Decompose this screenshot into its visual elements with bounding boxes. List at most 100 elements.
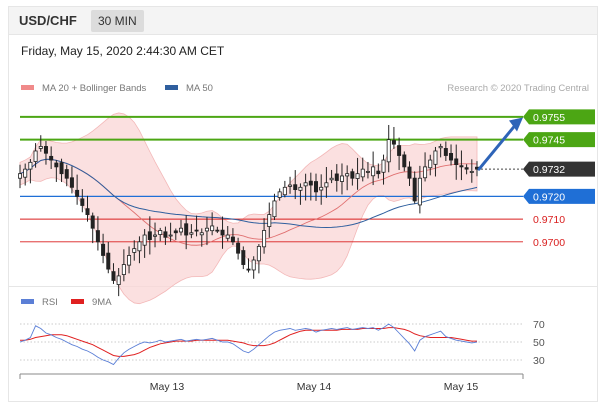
chart-header: USD/CHF 30 MIN — [9, 7, 597, 35]
candle — [85, 195, 90, 222]
candle-body — [80, 198, 85, 206]
candle — [350, 168, 355, 186]
candle — [428, 154, 433, 176]
legend-ma20-label: MA 20 + Bollinger Bands — [42, 83, 147, 94]
panel-divider — [9, 286, 597, 287]
candle — [28, 158, 33, 184]
candle-body — [438, 146, 443, 149]
level-tag-resistance: 0.9755 — [523, 109, 595, 125]
candle — [38, 135, 43, 152]
candle — [423, 152, 428, 182]
candle-body — [469, 171, 474, 173]
candle-body — [163, 231, 168, 238]
candle — [230, 228, 235, 245]
level-tag-label: 0.9720 — [533, 191, 565, 203]
candle — [391, 126, 396, 149]
candle-body — [85, 208, 90, 215]
candle — [365, 161, 370, 179]
chart-canvas: 0.9755 0.9745 0.9732 0.9720 0.9710 0.9700 70 50… — [17, 109, 595, 393]
level-tag-current: 0.9732 — [523, 161, 595, 177]
candle — [101, 233, 106, 264]
candle — [469, 159, 474, 183]
candle — [69, 166, 74, 194]
timeframe-badge[interactable]: 30 MIN — [91, 10, 144, 32]
legend-rsi-label: RSI — [42, 297, 58, 308]
candle-body — [204, 227, 209, 232]
candle-body — [381, 159, 386, 173]
candle — [64, 164, 69, 187]
candle — [459, 150, 464, 181]
legend-rsi: RSI — [21, 297, 58, 308]
candle-body — [303, 182, 308, 187]
candle — [17, 164, 22, 189]
x-tick-label: May 14 — [297, 381, 332, 393]
candle — [314, 173, 319, 201]
candle-body — [288, 184, 293, 187]
candle — [329, 169, 334, 184]
level-tag-bg — [523, 132, 595, 148]
candle-body — [246, 268, 251, 271]
candle — [80, 189, 85, 213]
datetime-label: Friday, May 15, 2020 2:44:30 AM CET — [21, 44, 225, 58]
candle-body — [199, 232, 204, 236]
candle — [158, 227, 163, 242]
ma20-swatch — [21, 84, 34, 90]
candle-body — [277, 191, 282, 198]
ma9-swatch — [71, 298, 84, 304]
candle — [142, 229, 147, 258]
candle — [236, 237, 241, 260]
candle-body — [402, 154, 407, 168]
candle-body — [345, 173, 350, 177]
candle — [121, 249, 126, 282]
legend-ma50: MA 50 — [165, 83, 213, 94]
candle — [54, 160, 59, 182]
rsi-tick-label: 70 — [533, 319, 545, 331]
candle-body — [90, 215, 95, 229]
candle — [173, 228, 178, 240]
rsi-swatch — [21, 298, 34, 304]
candle — [324, 167, 329, 198]
candle-body — [350, 171, 355, 179]
x-axis: May 13 May 14 May 15 — [19, 373, 524, 393]
candle-body — [101, 243, 106, 256]
candle-body — [319, 186, 324, 191]
candle — [449, 144, 454, 166]
candle — [397, 137, 402, 170]
candle — [267, 202, 272, 238]
candle-body — [251, 259, 256, 271]
candle-body — [433, 150, 438, 165]
level-tag-label: 0.9755 — [533, 112, 565, 124]
candle-body — [178, 227, 183, 233]
x-tick-label: May 15 — [444, 381, 479, 393]
candle-body — [449, 153, 454, 161]
candle-body — [324, 182, 329, 188]
candle — [220, 216, 225, 249]
candle — [272, 193, 277, 221]
candle — [178, 219, 183, 236]
rsi-tick-label: 30 — [533, 355, 545, 367]
candle-body — [256, 245, 261, 262]
copyright-text: Research © 2020 Trading Central — [447, 83, 589, 94]
candle-body — [355, 173, 360, 179]
candle-body — [443, 148, 448, 156]
candle-body — [168, 234, 173, 237]
level-tag-bg — [523, 109, 595, 125]
candle — [251, 256, 256, 279]
candle — [194, 215, 199, 237]
candle — [417, 165, 422, 214]
candle-body — [417, 177, 422, 206]
candle — [241, 246, 246, 270]
candle-body — [308, 180, 313, 186]
candle — [147, 216, 152, 255]
candle-body — [59, 162, 64, 175]
candle-body — [64, 169, 69, 179]
candle-body — [33, 150, 38, 162]
candle — [132, 240, 137, 261]
chart-frame: USD/CHF 30 MIN Friday, May 15, 2020 2:44… — [8, 6, 598, 402]
candle — [225, 226, 230, 242]
candle — [33, 143, 38, 168]
candle-body — [412, 177, 417, 202]
candle-body — [464, 167, 469, 170]
candle — [277, 188, 282, 201]
candle-body — [314, 181, 319, 193]
